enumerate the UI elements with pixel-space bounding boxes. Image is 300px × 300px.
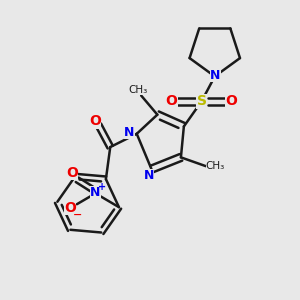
Text: −: − — [73, 209, 83, 220]
Text: O: O — [89, 114, 101, 128]
Text: O: O — [64, 201, 76, 215]
Text: O: O — [226, 94, 238, 108]
Text: S: S — [196, 94, 206, 108]
Text: O: O — [66, 166, 78, 180]
Text: N: N — [144, 169, 154, 182]
Text: CH₃: CH₃ — [129, 85, 148, 95]
Text: N: N — [210, 69, 220, 82]
Text: CH₃: CH₃ — [206, 161, 225, 171]
Text: N: N — [124, 126, 135, 139]
Text: N: N — [90, 186, 100, 199]
Text: O: O — [166, 94, 177, 108]
Text: +: + — [98, 182, 106, 192]
